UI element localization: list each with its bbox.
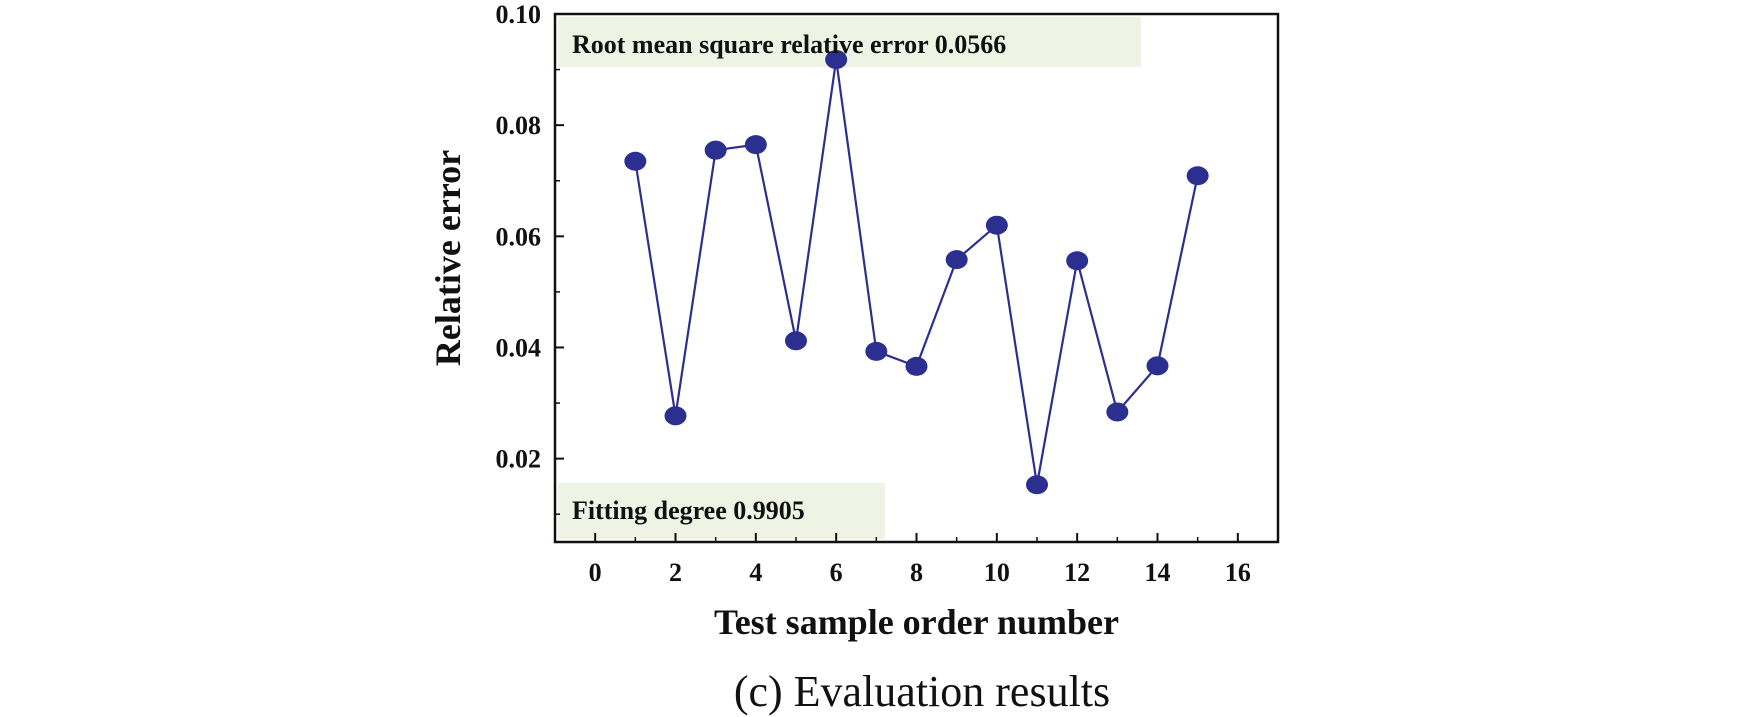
y-tick-label: 0.06	[496, 222, 542, 251]
y-tick-label: 0.10	[496, 0, 542, 29]
data-point	[744, 135, 767, 155]
x-tick-label: 12	[1064, 558, 1090, 587]
x-tick-label: 16	[1225, 558, 1251, 587]
annotation-boxes	[558, 17, 1141, 539]
data-point	[624, 151, 647, 171]
x-tick-label: 10	[984, 558, 1010, 587]
plot-area-frame	[553, 12, 1280, 544]
data-point	[1186, 166, 1209, 186]
data-point	[664, 406, 687, 426]
y-tick-label: 0.04	[496, 333, 542, 362]
data-point	[1146, 356, 1169, 376]
rmse-annotation-background	[558, 17, 1141, 67]
data-point	[1106, 402, 1129, 422]
x-axis: 0 2 4 6 8 10 12 14 16	[554, 533, 1279, 587]
y-tick-label: 0.08	[496, 111, 542, 140]
fitting-degree-annotation-background	[558, 483, 885, 539]
x-axis-title: Test sample order number	[714, 602, 1119, 642]
x-tick-label: 4	[749, 558, 762, 587]
data-point	[785, 331, 807, 351]
data-point	[825, 50, 848, 70]
fitting-degree-annotation: Fitting degree 0.9905	[572, 496, 805, 525]
series-layer	[624, 50, 1209, 495]
data-point	[1026, 475, 1048, 495]
rmse-annotation: Root mean square relative error 0.0566	[572, 30, 1006, 59]
x-tick-label: 8	[910, 558, 923, 587]
x-tick-label: 6	[830, 558, 843, 587]
x-tick-label: 0	[589, 558, 602, 587]
y-axis-title: Relative error	[428, 150, 468, 366]
data-point	[985, 215, 1008, 235]
data-point	[1066, 251, 1089, 271]
data-point	[865, 341, 888, 361]
y-axis: 0.02 0.04 0.06 0.08 0.10	[496, 0, 564, 515]
data-point	[905, 356, 928, 376]
figure-caption: (c) Evaluation results	[734, 667, 1110, 716]
y-tick-label: 0.02	[496, 445, 542, 474]
data-point	[945, 250, 968, 270]
series-line	[634, 59, 1199, 485]
x-tick-label: 14	[1145, 558, 1171, 587]
data-point	[704, 140, 727, 160]
x-tick-label: 2	[669, 558, 682, 587]
